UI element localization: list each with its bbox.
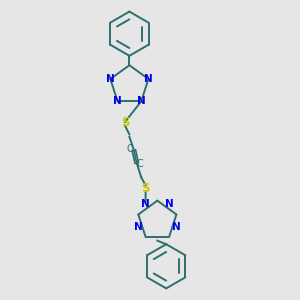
Text: N: N: [134, 222, 143, 232]
Text: S: S: [121, 116, 129, 128]
Text: N: N: [113, 96, 122, 106]
Text: N: N: [141, 200, 150, 209]
Text: C: C: [137, 159, 144, 169]
Text: N: N: [165, 200, 173, 209]
Text: N: N: [137, 96, 146, 106]
Text: N: N: [106, 74, 115, 84]
Text: N: N: [144, 74, 153, 84]
Text: N: N: [172, 222, 181, 232]
Text: C: C: [127, 144, 134, 154]
Text: S: S: [141, 182, 150, 195]
